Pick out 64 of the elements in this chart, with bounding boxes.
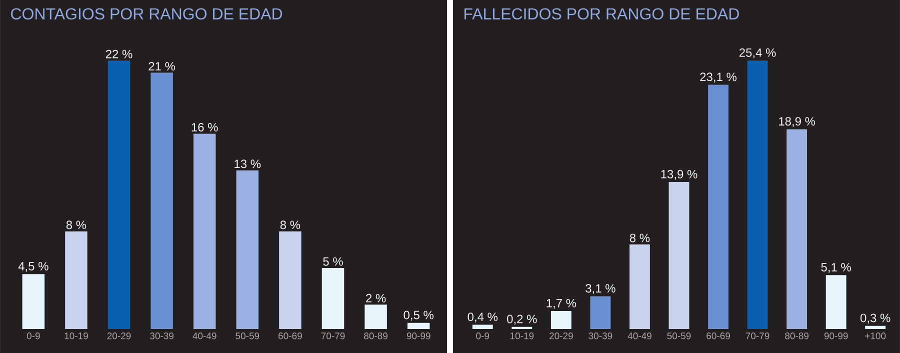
x-tick-label: 0-9 (476, 332, 490, 340)
x-tick-label: 40-49 (628, 332, 652, 340)
data-label: 1,7 % (546, 298, 576, 309)
data-label: 3,1 % (586, 284, 616, 294)
x-tick-label: 20-29 (550, 332, 573, 340)
x-tick-label: 90-99 (824, 332, 848, 340)
bar (865, 326, 886, 329)
x-tick-label: 40-49 (192, 332, 216, 340)
data-label: 5 % (323, 257, 343, 266)
data-label: 0,3 % (860, 314, 890, 324)
x-tick-label: 10-19 (64, 332, 88, 340)
x-tick-label: 50-59 (667, 332, 691, 340)
bar (108, 60, 130, 329)
data-label: 0,4 % (468, 312, 498, 323)
bar (236, 170, 259, 329)
data-label: 22 % (106, 50, 132, 58)
bar (193, 134, 216, 329)
x-tick-label: 50-59 (236, 332, 260, 340)
data-label: 8 % (280, 220, 300, 230)
x-tick-label: +100 (865, 332, 886, 340)
data-label: 23,1 % (700, 72, 737, 83)
data-label: 8 % (630, 234, 650, 242)
x-tick-label: 30-39 (588, 332, 612, 340)
bar (786, 129, 808, 329)
bar (826, 275, 846, 329)
data-label: 16 % (192, 123, 218, 132)
data-label: 18,9 % (779, 117, 816, 127)
x-tick-label: 10-19 (510, 332, 534, 340)
bar (22, 274, 45, 329)
x-tick-label: 80-89 (785, 332, 809, 340)
x-tick-label: 70-79 (321, 332, 345, 340)
data-label: 0,2 % (507, 314, 537, 325)
bar (65, 231, 88, 329)
x-tick-label: 70-79 (746, 332, 770, 340)
bar (708, 84, 728, 329)
bar (322, 268, 344, 329)
bar (630, 244, 650, 329)
x-tick-label: 20-29 (107, 332, 131, 340)
x-tick-label: 60-69 (706, 332, 730, 340)
data-label: 5,1 % (821, 263, 851, 273)
x-tick-label: 90-99 (406, 332, 430, 340)
bar (472, 324, 493, 329)
x-tick-label: 0-9 (26, 332, 40, 340)
data-label: 21 % (148, 62, 176, 70)
data-label: 2 % (366, 294, 386, 302)
bar (747, 60, 768, 329)
bar (550, 311, 572, 329)
chart-title: FALLECIDOS POR RANGO DE EDAD (464, 8, 739, 20)
bar (150, 72, 173, 329)
bar (407, 322, 430, 329)
data-label: 0,5 % (404, 310, 434, 321)
x-tick-label: 60-69 (278, 332, 302, 340)
bar (668, 182, 690, 329)
x-tick-label: 80-89 (364, 332, 388, 340)
data-label: 8 % (66, 220, 86, 230)
bar (590, 296, 611, 329)
bar (364, 304, 387, 329)
x-tick-label: 30-39 (150, 332, 174, 340)
data-label: 13,9 % (661, 170, 698, 180)
data-label: 25,4 % (739, 48, 776, 58)
bar (279, 231, 302, 329)
data-label: 4,5 % (18, 262, 48, 272)
data-label: 13 % (234, 160, 261, 168)
chart-title: CONTAGIOS POR RANGO DE EDAD (11, 8, 282, 20)
